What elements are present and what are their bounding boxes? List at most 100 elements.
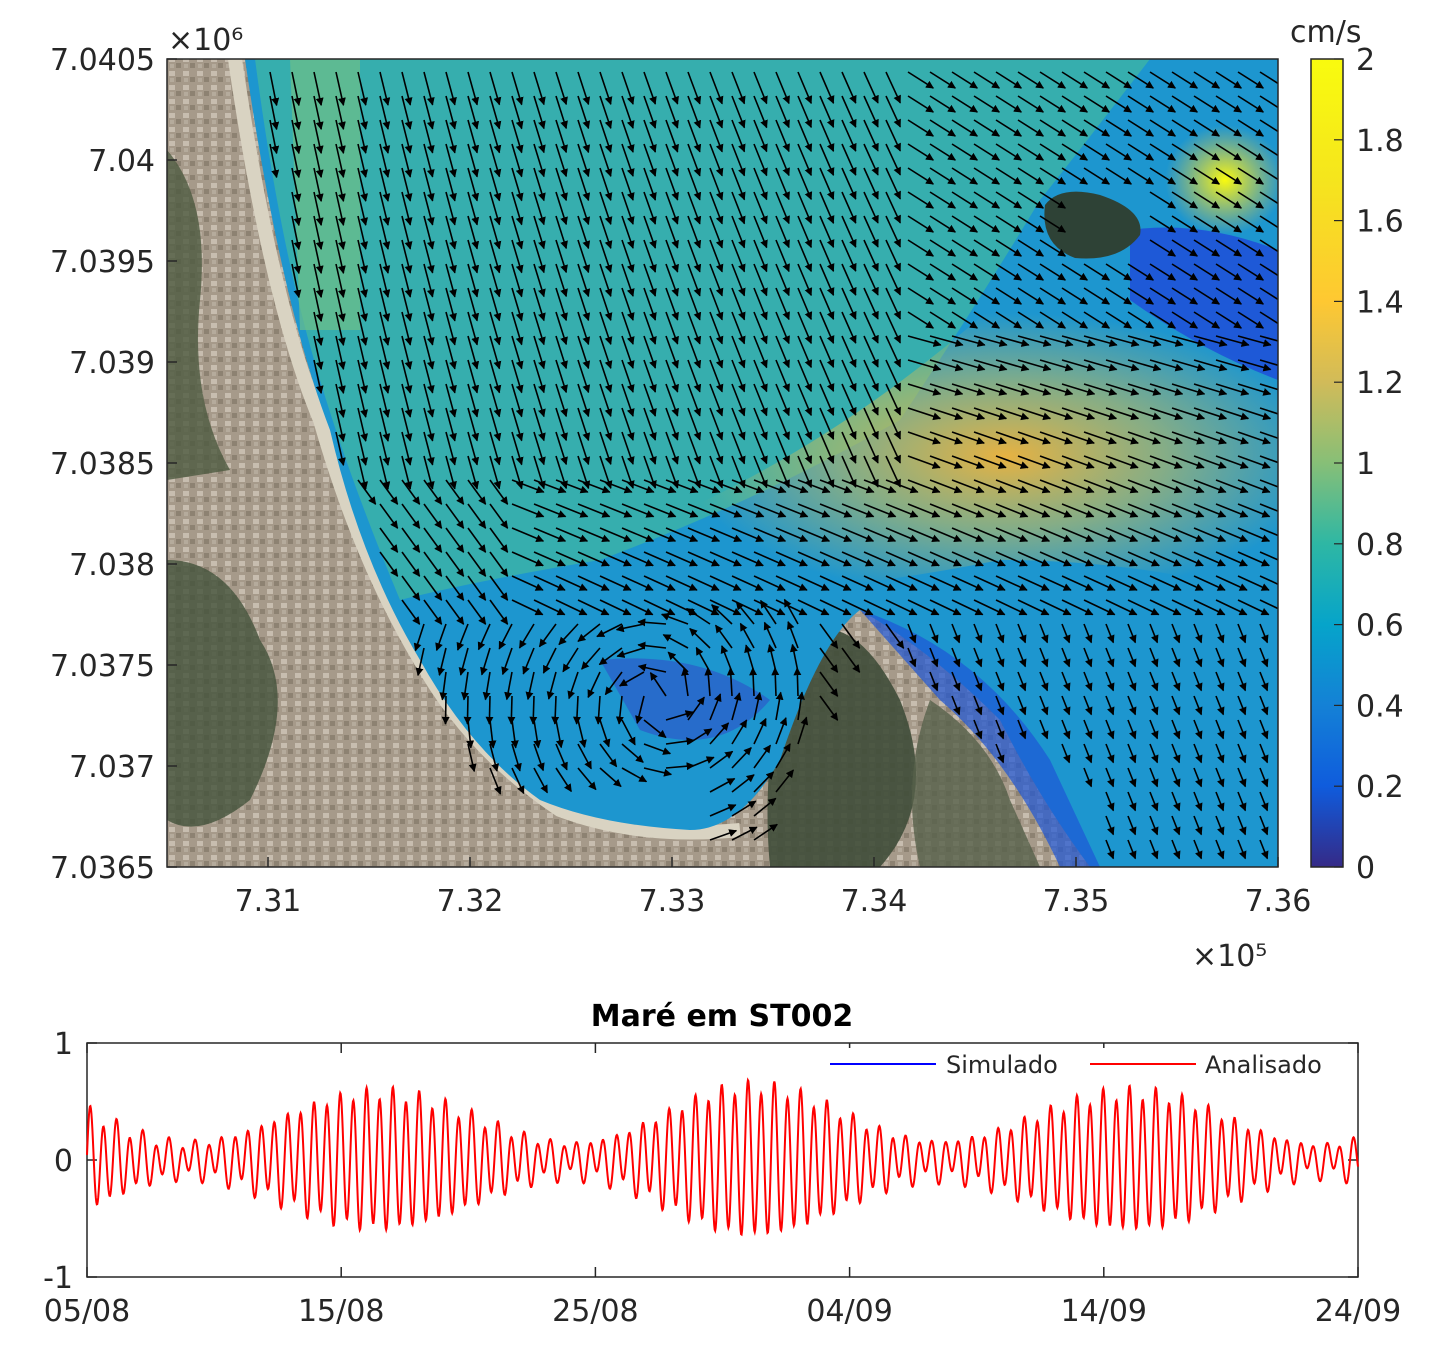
velocity-arrow (1237, 191, 1265, 209)
velocity-arrow (1237, 167, 1265, 185)
velocity-arrow (1017, 143, 1045, 161)
velocity-arrow (1215, 647, 1225, 668)
velocity-arrow (951, 239, 979, 257)
velocity-arrow (1237, 95, 1265, 113)
velocity-arrow (1083, 71, 1111, 89)
velocity-arrow (775, 479, 809, 494)
velocity-arrow (423, 71, 435, 106)
velocity-arrow (793, 667, 802, 697)
tide-x-tick-label: 14/09 (1061, 1294, 1147, 1329)
velocity-arrow (797, 191, 813, 225)
velocity-arrow (1237, 287, 1265, 305)
y-tick-label: 7.0395 (50, 245, 155, 280)
velocity-arrow (621, 479, 655, 494)
velocity-arrow (587, 671, 601, 699)
velocity-arrow (533, 71, 546, 106)
velocity-arrow (467, 551, 487, 577)
velocity-arrow (753, 191, 768, 225)
velocity-arrow (1259, 647, 1269, 668)
velocity-arrow (753, 503, 787, 518)
velocity-arrow (1149, 359, 1184, 372)
velocity-arrow (467, 287, 480, 322)
velocity-arrow (689, 628, 711, 649)
velocity-arrow (401, 431, 413, 466)
velocity-arrow (995, 527, 1029, 543)
velocity-arrow (621, 359, 635, 393)
velocity-arrow (1083, 431, 1117, 445)
vegetation-patch (912, 700, 1040, 867)
velocity-arrow (1061, 143, 1089, 161)
velocity-arrow (907, 143, 935, 161)
velocity-arrow (1061, 503, 1095, 518)
velocity-arrow (1193, 431, 1227, 445)
velocity-arrow (599, 335, 613, 369)
velocity-arrow (489, 335, 502, 370)
velocity-arrow (1127, 503, 1161, 518)
velocity-arrow (907, 287, 935, 305)
velocity-arrow (1237, 623, 1247, 644)
velocity-arrow (1039, 623, 1049, 644)
velocity-arrow (599, 167, 613, 201)
velocity-arrow (313, 287, 324, 323)
velocity-arrow (1171, 455, 1205, 469)
velocity-arrow (643, 575, 676, 591)
velocity-arrow (533, 311, 546, 346)
velocity-arrow (907, 431, 941, 445)
velocity-arrow (621, 239, 635, 273)
velocity-arrow (1039, 311, 1067, 329)
velocity-arrow (1017, 479, 1051, 494)
velocity-arrow (753, 119, 768, 153)
velocity-arrow (1149, 455, 1183, 469)
velocity-arrow (951, 359, 986, 372)
velocity-arrow (841, 623, 861, 649)
velocity-arrow (775, 455, 790, 489)
velocity-arrow (621, 551, 654, 567)
velocity-arrow (467, 191, 480, 226)
velocity-arrow (555, 215, 568, 250)
velocity-arrow (995, 167, 1023, 185)
velocity-arrow (863, 359, 879, 392)
tide-y-tick-label: 0 (54, 1144, 73, 1179)
velocity-arrow (819, 551, 852, 567)
velocity-arrow (863, 95, 879, 128)
velocity-arrow (437, 647, 447, 676)
velocity-arrow (687, 287, 702, 321)
velocity-arrow (1259, 215, 1278, 233)
velocity-arrow (463, 695, 472, 725)
velocity-arrow (1039, 527, 1073, 543)
velocity-arrow (1017, 503, 1051, 518)
velocity-arrow (951, 95, 979, 113)
velocity-arrow (714, 624, 733, 649)
velocity-arrow (1105, 167, 1133, 185)
velocity-arrow (1215, 263, 1243, 281)
velocity-arrow (709, 239, 724, 273)
velocity-arrow (775, 335, 790, 369)
velocity-arrow (1237, 71, 1265, 89)
velocity-arrow (1039, 287, 1067, 305)
velocity-arrow (951, 335, 986, 347)
velocity-arrow (1039, 575, 1072, 591)
velocity-arrow (1193, 527, 1227, 543)
velocity-arrow (1127, 335, 1162, 347)
velocity-arrow (1237, 479, 1271, 494)
velocity-arrow (753, 95, 768, 129)
velocity-arrow (885, 455, 901, 488)
velocity-arrow (797, 287, 813, 321)
velocity-arrow (753, 239, 768, 273)
velocity-arrow (775, 191, 790, 225)
velocity-arrow (1237, 599, 1270, 616)
velocity-arrow (1215, 359, 1250, 372)
velocity-arrow (863, 71, 879, 104)
velocity-arrow (687, 95, 702, 129)
velocity-arrow (379, 551, 399, 577)
velocity-arrow (995, 407, 1030, 421)
velocity-arrow (335, 263, 346, 298)
velocity-arrow (951, 599, 984, 616)
velocity-arrow (621, 383, 635, 417)
velocity-arrow (1061, 647, 1071, 668)
y-tick-label: 7.0365 (50, 851, 155, 886)
velocity-arrow (1061, 407, 1096, 421)
velocity-arrow (1215, 215, 1243, 233)
velocity-arrow (1105, 599, 1138, 616)
velocity-arrow (797, 215, 813, 249)
